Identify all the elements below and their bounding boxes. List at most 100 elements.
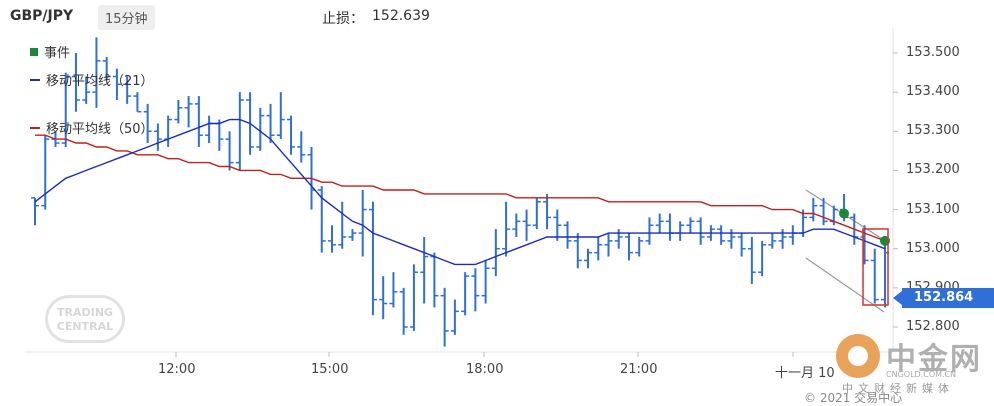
copyright-text: © 2021 交易中心 <box>804 391 903 405</box>
ohlc-bar <box>512 213 521 237</box>
ohlc-bar <box>686 217 695 234</box>
ohlc-bar <box>532 197 541 230</box>
highlight-box <box>862 228 889 306</box>
ohlc-bar <box>287 115 296 155</box>
ohlc-bar <box>481 260 490 304</box>
ohlc-bar <box>624 233 633 261</box>
ohlc-bar <box>266 103 275 144</box>
ohlc-bar <box>665 213 674 241</box>
y-tick-label: 153.400 <box>906 84 960 100</box>
ohlc-bar <box>92 37 101 108</box>
cngold-url: CNGOLD.COM.CN <box>886 370 957 379</box>
ohlc-bar <box>143 103 152 144</box>
legend-events-label: 事件 <box>44 46 71 61</box>
ohlc-bar <box>573 233 582 269</box>
ohlc-bar <box>41 135 50 210</box>
ohlc-bar <box>594 236 603 261</box>
ohlc-bar <box>870 248 879 304</box>
ohlc-bar <box>82 76 91 104</box>
ohlc-bar <box>450 299 459 335</box>
cngold-watermark: 中金网 CNGOLD.COM.CN 中文财经新媒体 <box>836 334 991 395</box>
legend-events[interactable]: 事件 <box>30 42 70 61</box>
ohlc-bar <box>440 287 449 347</box>
ohlc-bar <box>123 76 132 104</box>
ohlc-bar <box>348 229 357 241</box>
ohlc-bar <box>256 107 265 151</box>
price-pointer-icon <box>893 291 902 305</box>
current-price-tag: 152.864 <box>893 288 994 308</box>
ohlc-bar <box>553 209 562 241</box>
channel-lower-line <box>805 257 885 313</box>
ohlc-bar <box>420 236 429 304</box>
ohlc-bar <box>676 221 685 241</box>
ohlc-bar <box>430 252 439 308</box>
x-tick-label: 18:00 <box>466 362 504 377</box>
ohlc-bar <box>645 217 654 245</box>
ohlc-bar <box>368 201 377 316</box>
ohlc-bar <box>225 131 234 171</box>
ohlc-bar <box>389 272 398 308</box>
x-tick-label: 十一月 10 <box>775 366 835 381</box>
legend-ma21-label: 移动平均线（21） <box>46 74 154 89</box>
ohlc-bar <box>71 53 80 112</box>
ohlc-bar <box>737 233 746 257</box>
ohlc-bar <box>205 115 214 144</box>
cngold-name: 中金网 <box>886 342 982 377</box>
ohlc-bar <box>584 248 593 269</box>
ohlc-bar <box>860 225 869 265</box>
y-tick-label: 153.200 <box>906 162 960 178</box>
event-swatch-icon <box>30 47 38 56</box>
legend-ma21[interactable]: 移动平均线（21） <box>30 70 154 89</box>
ohlc-bar <box>174 99 183 124</box>
timeframe-badge[interactable]: 15分钟 <box>98 5 155 30</box>
y-tick-label: 153.500 <box>906 45 960 61</box>
ohlc-bar <box>471 268 480 312</box>
ohlc-bar <box>768 233 777 249</box>
ohlc-bar <box>778 229 787 249</box>
ohlc-bar <box>747 236 756 284</box>
ohlc-bar <box>655 213 664 234</box>
ohlc-bar <box>543 193 552 230</box>
y-tick-label: 153.000 <box>906 240 960 256</box>
cngold-tagline: 中文财经新媒体 <box>842 382 954 395</box>
ohlc-bar <box>522 209 531 241</box>
current-price-value: 152.864 <box>902 288 994 308</box>
x-tick-label: 21:00 <box>620 362 658 377</box>
ohlc-bar <box>61 72 70 147</box>
trading-central-text: TRADING CENTRAL <box>56 306 114 333</box>
ma50-line <box>35 134 886 242</box>
ohlc-bar <box>727 229 736 249</box>
ohlc-bar <box>297 131 306 163</box>
ohlc-bar <box>184 96 193 128</box>
ohlc-bar <box>502 201 511 257</box>
ohlc-bar <box>327 225 336 253</box>
ohlc-bar <box>338 201 347 249</box>
ohlc-bar <box>235 92 244 171</box>
ohlc-bar <box>809 197 818 222</box>
y-tick-label: 152.800 <box>906 319 960 334</box>
ohlc-bar <box>717 225 726 245</box>
legend-ma50[interactable]: 移动平均线（50） <box>30 118 154 137</box>
legend-ma50-label: 移动平均线（50） <box>46 122 154 137</box>
ohlc-bar <box>164 115 173 147</box>
ohlc-bar <box>133 92 142 113</box>
trading-central-watermark: TRADING CENTRAL <box>45 295 125 343</box>
ohlc-bar <box>102 56 111 81</box>
ohlc-bar <box>112 68 121 100</box>
x-tick-label: 15:00 <box>311 362 349 377</box>
ohlc-bar <box>696 217 705 245</box>
ohlc-bar <box>215 119 224 151</box>
ohlc-bar <box>153 123 162 151</box>
ohlc-bar <box>358 190 367 257</box>
ohlc-bar <box>317 186 326 253</box>
x-tick-label: 12:00 <box>158 362 196 377</box>
event-marker <box>839 208 850 219</box>
ohlc-bar <box>563 221 572 249</box>
ohlc-bar <box>276 92 285 140</box>
ohlc-bar <box>604 233 613 257</box>
ohlc-bar <box>758 240 767 277</box>
ohlc-bar <box>788 225 797 245</box>
ohlc-bar <box>379 276 388 320</box>
ma50-line-icon <box>30 126 40 129</box>
